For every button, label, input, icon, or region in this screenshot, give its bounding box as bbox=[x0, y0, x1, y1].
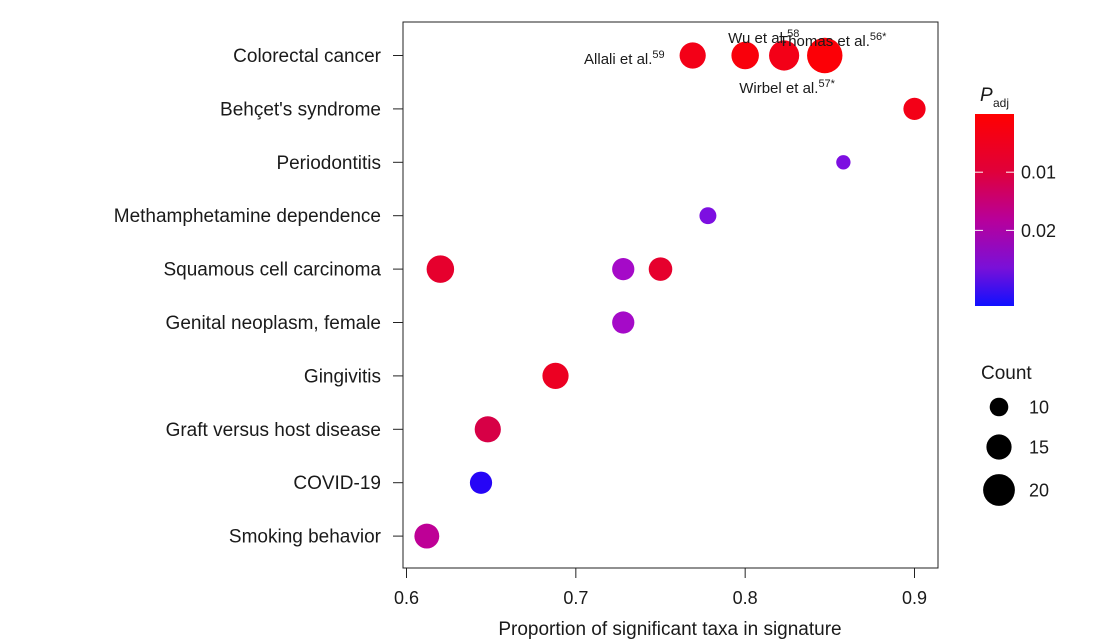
color-legend-title: P bbox=[980, 85, 993, 106]
data-point-colorectal-cancer bbox=[679, 42, 706, 69]
annotation-wu-et-al: Wu et al.58 bbox=[728, 28, 799, 47]
x-tick-label: 0.9 bbox=[902, 588, 927, 608]
color-legend-title-subscript: adj bbox=[993, 96, 1009, 110]
size-legend-label: 20 bbox=[1029, 481, 1049, 501]
x-tick-label: 0.7 bbox=[563, 588, 588, 608]
color-tick-label: 0.02 bbox=[1021, 221, 1056, 241]
color-legend-ticks: 0.01 0.02 bbox=[975, 163, 1056, 241]
size-legend-dot bbox=[983, 474, 1015, 506]
size-legend-dot bbox=[989, 397, 1009, 417]
annotation-thomas-et-al: Thomas et al.56* bbox=[779, 31, 887, 50]
data-point-beh-et-s-syndrome bbox=[903, 97, 926, 121]
annotation-wirbel-et-al: Wirbel et al.57* bbox=[739, 78, 835, 97]
color-scale-bar bbox=[975, 114, 1014, 306]
size-legend: Count 10 15 20 bbox=[981, 363, 1049, 506]
y-tick-label-periodontitis: Periodontitis bbox=[276, 153, 381, 174]
y-tick-label-genital-neoplasm-female: Genital neoplasm, female bbox=[166, 313, 381, 334]
y-tick-label-squamous-cell-carcinoma: Squamous cell carcinoma bbox=[163, 260, 381, 281]
data-point-gingivitis bbox=[542, 362, 569, 389]
size-legend-label: 10 bbox=[1029, 398, 1049, 418]
data-point-covid-19 bbox=[469, 471, 493, 494]
point-annotations: Allali et al.59 Wu et al.58 Wirbel et al.5… bbox=[584, 28, 887, 97]
color-legend: P adj 0.01 0.02 bbox=[975, 85, 1056, 306]
y-tick-label-smoking-behavior: Smoking behavior bbox=[229, 527, 382, 548]
data-point-genital-neoplasm-female bbox=[612, 311, 635, 334]
plot-panel bbox=[402, 21, 939, 569]
data-point-methamphetamine-dependence bbox=[699, 207, 717, 225]
data-point-graft-versus-host-disease bbox=[474, 416, 501, 443]
x-axis: 0.6 0.7 0.8 0.9 bbox=[394, 568, 927, 608]
data-point-squamous-cell-carcinoma bbox=[648, 257, 673, 281]
size-legend-label: 15 bbox=[1029, 438, 1049, 458]
data-point-colorectal-cancer bbox=[769, 40, 800, 71]
size-legend-items: 10 15 20 bbox=[983, 398, 1049, 506]
data-point-smoking-behavior bbox=[414, 523, 440, 549]
y-tick-label-colorectal-cancer: Colorectal cancer bbox=[233, 46, 382, 67]
y-tick-label-gingivitis: Gingivitis bbox=[304, 366, 381, 387]
color-tick-label: 0.01 bbox=[1021, 163, 1056, 183]
data-points bbox=[414, 37, 926, 549]
size-legend-dot bbox=[986, 434, 1012, 460]
data-point-colorectal-cancer bbox=[807, 37, 843, 74]
annotation-allali-et-al: Allali et al.59 bbox=[584, 49, 665, 68]
y-tick-label-graft-versus-host-disease: Graft versus host disease bbox=[166, 420, 381, 441]
data-point-squamous-cell-carcinoma bbox=[426, 255, 455, 283]
data-point-colorectal-cancer bbox=[731, 41, 759, 70]
x-tick-label: 0.6 bbox=[394, 588, 419, 608]
size-legend-title: Count bbox=[981, 363, 1032, 384]
y-tick-label-beh-et-s-syndrome: Behçet's syndrome bbox=[220, 99, 381, 120]
x-axis-label: Proportion of significant taxa in signat… bbox=[498, 619, 841, 640]
y-tick-label-methamphetamine-dependence: Methamphetamine dependence bbox=[114, 206, 381, 227]
x-tick-label: 0.8 bbox=[733, 588, 758, 608]
data-point-periodontitis bbox=[836, 155, 851, 170]
y-tick-label-covid-19: COVID-19 bbox=[293, 473, 381, 494]
y-axis: Colorectal cancer Behçet's syndrome Period… bbox=[114, 46, 403, 548]
data-point-squamous-cell-carcinoma bbox=[612, 257, 635, 281]
